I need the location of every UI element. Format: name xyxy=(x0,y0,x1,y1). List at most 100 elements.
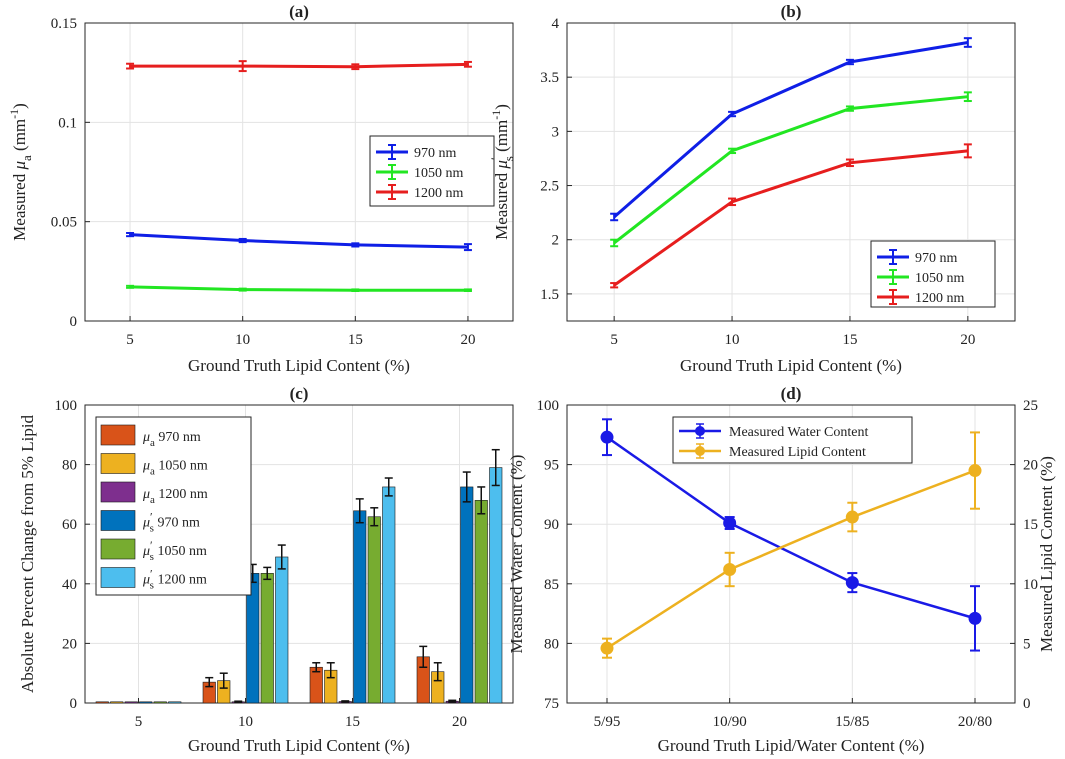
y-label-units: (mm xyxy=(10,119,29,155)
x-axis-label: Ground Truth Lipid Content (%) xyxy=(680,356,902,375)
series-line-970-nm xyxy=(129,233,468,249)
bar xyxy=(168,701,182,704)
legend-errbar-marker xyxy=(889,249,897,265)
error-bar xyxy=(477,486,486,515)
plot-frame xyxy=(566,22,1016,322)
legend: 970 nm 1050 nm 1200 nm xyxy=(870,240,996,308)
legend: 970 nm 1050 nm 1200 nm xyxy=(369,135,495,207)
x-tick-label: 10 xyxy=(725,332,740,348)
legend-subscript: a xyxy=(150,466,155,478)
bar xyxy=(260,573,274,704)
x-axis-label: Ground Truth Lipid Content (%) xyxy=(188,736,410,755)
legend-label: 970 nm xyxy=(915,251,958,266)
y-label-prefix: Measured xyxy=(10,170,29,241)
chart-title: (a) xyxy=(289,2,309,21)
y-tick-label-left: 90 xyxy=(544,517,559,533)
error-bar xyxy=(312,662,321,673)
error-bar xyxy=(963,37,972,48)
plot-frame xyxy=(84,404,514,704)
error-bar xyxy=(610,238,619,248)
legend-errbar-marker xyxy=(889,289,897,305)
error-bar xyxy=(845,58,854,66)
legend-label: μ′ s 970 nm xyxy=(142,510,200,535)
data-point xyxy=(845,576,859,590)
chart-panel-b: 5 10 15 20 1.5 2 2.5 3 3.5 4 (b) Ground Truth Lipid… xyxy=(488,2,1016,375)
error-bar xyxy=(433,662,442,682)
y-tick-label: 100 xyxy=(55,398,78,414)
legend-label: 1050 nm xyxy=(414,166,464,181)
legend-errbar-marker xyxy=(889,269,897,285)
y-tick-label-left: 100 xyxy=(537,398,560,414)
legend-name: 1200 nm xyxy=(158,487,208,502)
error-bar xyxy=(963,143,972,159)
y-tick-label-right: 15 xyxy=(1023,517,1038,533)
legend-swatch xyxy=(100,567,136,588)
bar xyxy=(139,701,153,704)
y-axis-label-left: Measured Water Content (%) xyxy=(507,455,526,654)
data-point xyxy=(845,510,859,524)
error-bar xyxy=(326,662,335,679)
y-tick-label: 0 xyxy=(70,314,78,330)
y-label-symbol: μ xyxy=(10,161,29,171)
x-tick-label: 15 xyxy=(842,332,857,348)
y-label-close: ) xyxy=(492,104,511,110)
error-bar xyxy=(610,212,619,222)
legend-symbol: μ xyxy=(142,516,150,531)
chart-panel-c: 5 10 15 20 0 20 40 60 80 100 (c) Ground Truth Lipid… xyxy=(18,384,514,755)
chart-title: (d) xyxy=(781,384,802,403)
legend-swatch xyxy=(100,481,136,503)
x-tick-label: 15/85 xyxy=(835,714,869,730)
legend-label: 1200 nm xyxy=(915,291,965,306)
error-bar xyxy=(126,62,135,70)
legend-label: Measured Lipid Content xyxy=(729,445,866,460)
error-bar xyxy=(238,287,247,292)
y-label-subscript: a xyxy=(19,155,34,161)
chart-title: (c) xyxy=(290,384,309,403)
legend-errbar-marker xyxy=(388,164,396,180)
y-tick-label: 60 xyxy=(62,517,77,533)
legend-errbar-marker xyxy=(388,144,396,160)
legend-swatch xyxy=(100,424,136,446)
bar xyxy=(353,510,367,704)
bar xyxy=(489,467,503,704)
y-tick-label: 3 xyxy=(552,124,560,140)
error-bar xyxy=(728,147,737,155)
x-tick-label: 10/90 xyxy=(713,714,747,730)
y-tick-label-right: 0 xyxy=(1023,696,1031,712)
error-bar xyxy=(355,498,364,524)
error-bar xyxy=(419,645,428,668)
legend-errbar-marker xyxy=(388,184,396,200)
x-tick-label: 5/95 xyxy=(594,714,621,730)
y-axis-label: Measured μ′s (mm-1) xyxy=(488,104,516,240)
legend-name: 1200 nm xyxy=(157,573,207,588)
legend-label: 970 nm xyxy=(414,146,457,161)
y-tick-label-left: 75 xyxy=(544,696,559,712)
plot-frame xyxy=(84,22,514,322)
y-label-units: (mm xyxy=(492,120,511,156)
legend-label: μa 970 nm xyxy=(142,430,201,449)
x-tick-label: 20 xyxy=(460,332,475,348)
legend-symbol: μ xyxy=(142,430,150,445)
error-bar xyxy=(845,158,854,168)
bar xyxy=(382,486,396,704)
error-bar xyxy=(351,288,360,293)
error-bar xyxy=(351,242,360,248)
y-label-exponent: -1 xyxy=(489,110,503,120)
legend-subscript: s xyxy=(150,551,154,563)
data-point xyxy=(600,641,614,655)
y-tick-label-right: 25 xyxy=(1023,398,1038,414)
series-line-lipid xyxy=(606,469,976,650)
error-bar xyxy=(351,63,360,71)
error-bar xyxy=(463,288,472,293)
legend-name: 1050 nm xyxy=(157,544,207,559)
error-bar xyxy=(610,282,619,289)
x-tick-label: 10 xyxy=(238,714,253,730)
legend-symbol: μ xyxy=(142,487,150,502)
y-tick-label-right: 5 xyxy=(1023,636,1031,652)
legend-subscript: s xyxy=(150,523,154,535)
legend-label: μa 1200 nm xyxy=(142,487,208,506)
legend-prime: ′ xyxy=(150,567,153,581)
legend-label: Measured Water Content xyxy=(729,425,868,440)
